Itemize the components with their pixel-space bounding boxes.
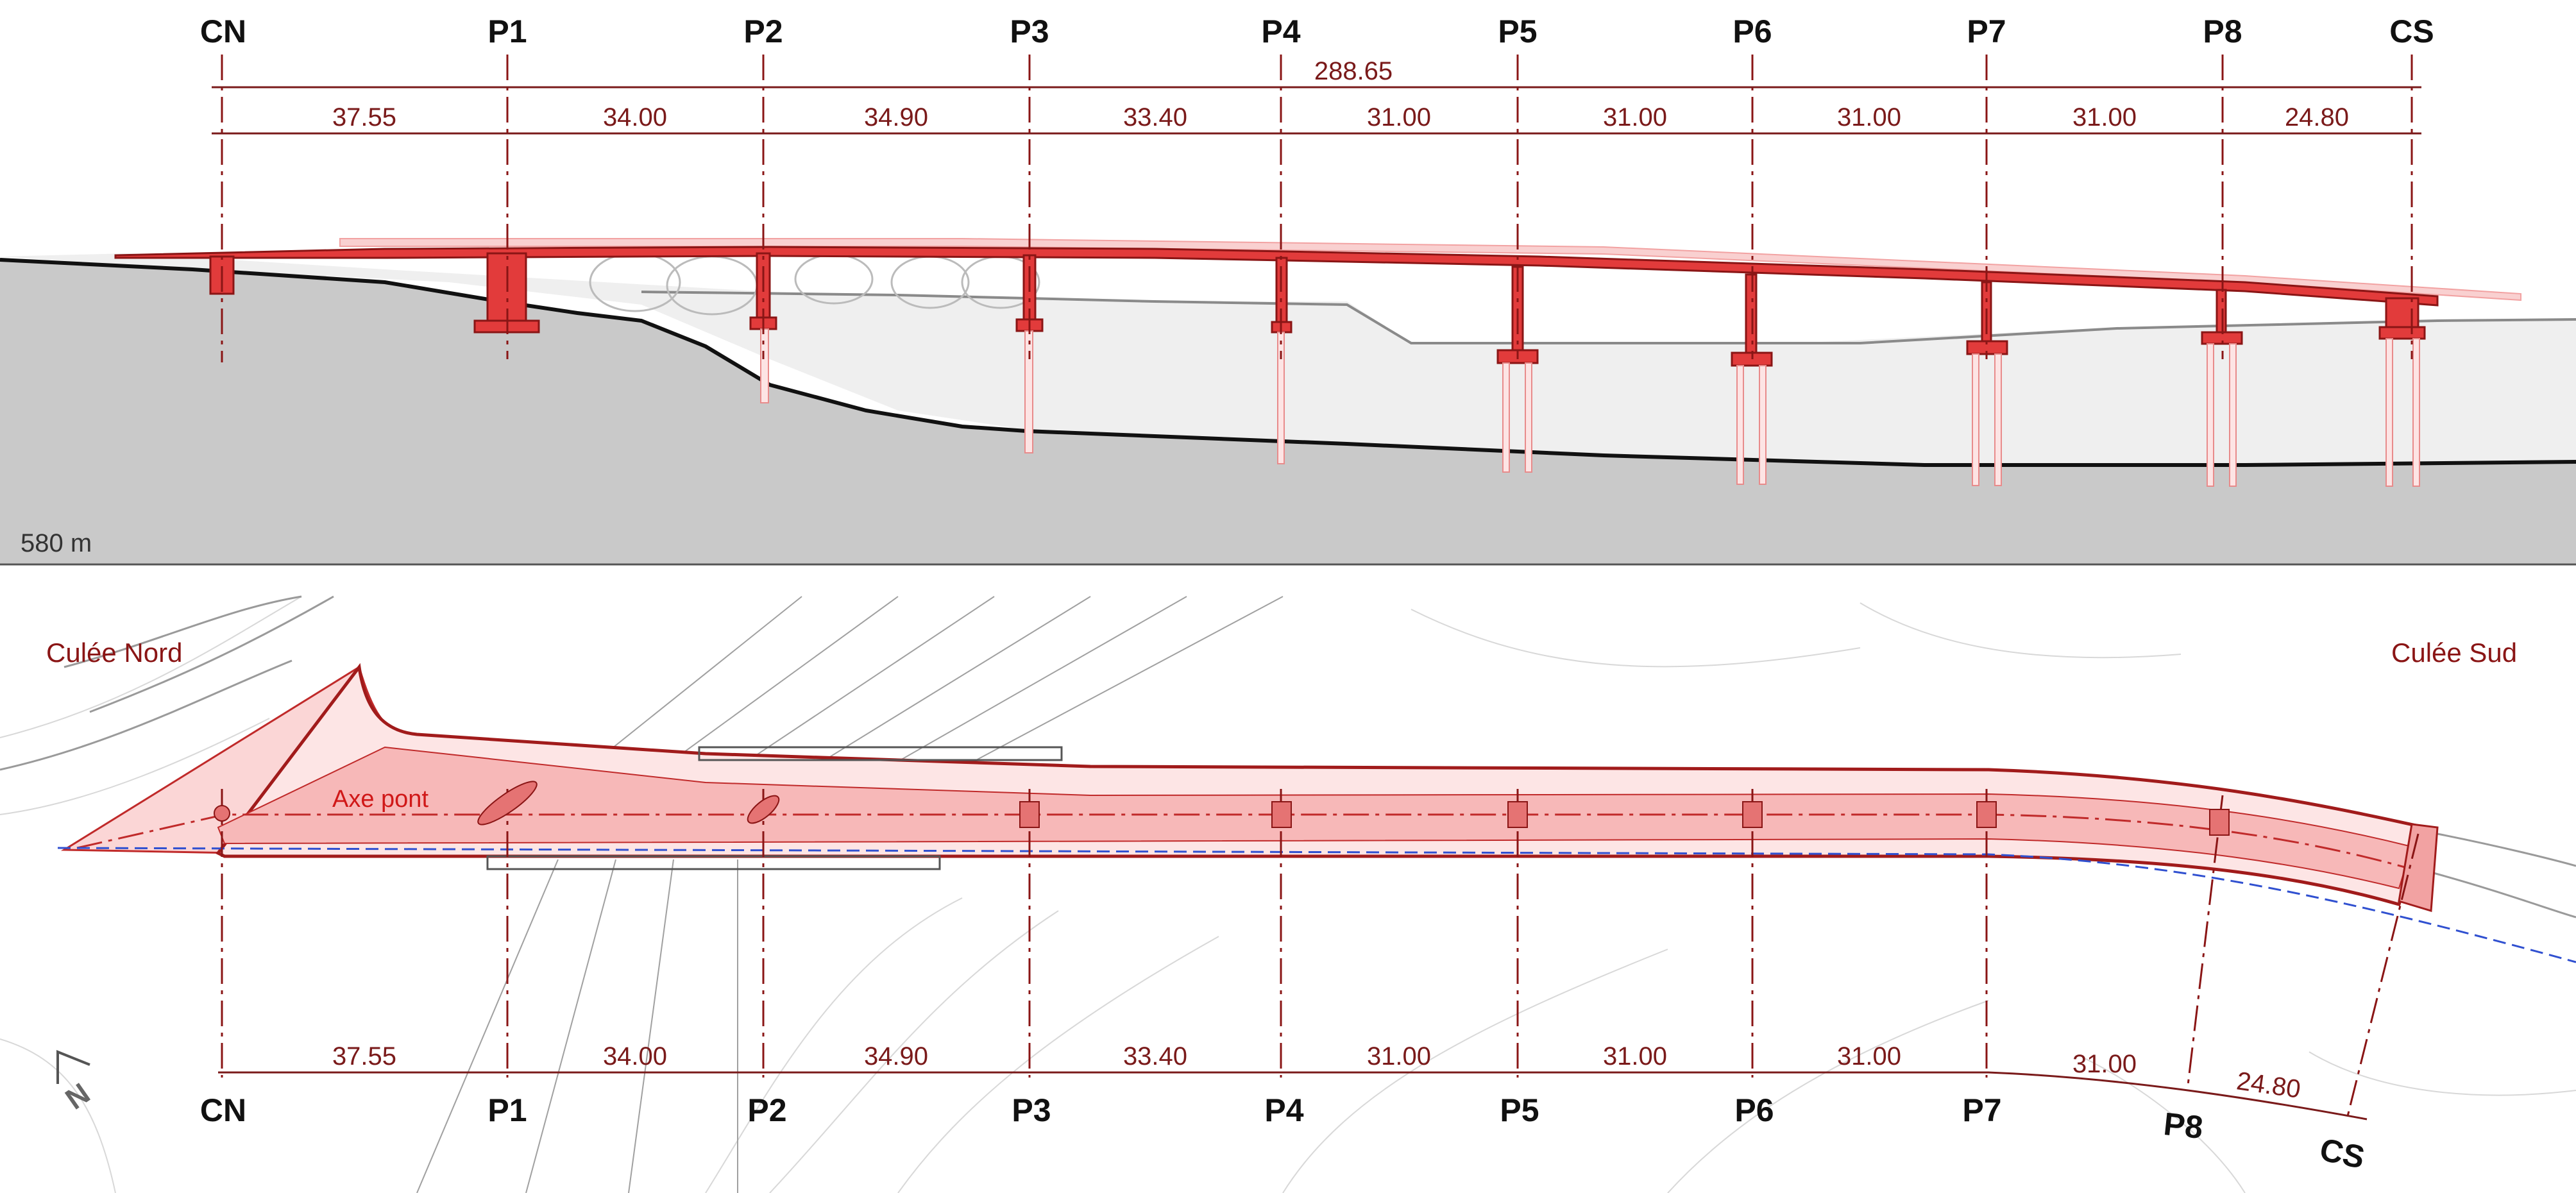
secondary-ground-line bbox=[641, 291, 2576, 344]
north-label: N bbox=[59, 1076, 96, 1116]
span-label-3: 34.90 bbox=[864, 103, 928, 131]
terrain-profile-line bbox=[0, 258, 2576, 467]
support-label-p4: P4 bbox=[1261, 13, 1300, 49]
span-label-8: 31.00 bbox=[2072, 103, 2137, 131]
total-length-label: 288.65 bbox=[1314, 57, 1393, 85]
elevation-support-labels: CN P1 P2 P3 P4 P5 P6 P7 P8 CS bbox=[200, 13, 2434, 49]
support-label-cs: CS bbox=[2389, 13, 2434, 49]
culee-nord-label: Culée Nord bbox=[46, 638, 182, 668]
north-arrow: N bbox=[56, 1050, 96, 1116]
pier-p8 bbox=[2216, 289, 2227, 334]
plan-support-label-p4: P4 bbox=[1264, 1092, 1303, 1128]
pier-p6 bbox=[1745, 273, 1758, 354]
support-label-p2: P2 bbox=[743, 13, 783, 49]
abutment-cs bbox=[2385, 297, 2419, 328]
plan-span-label-5: 31.00 bbox=[1367, 1042, 1431, 1070]
plan-support-label-p7: P7 bbox=[1962, 1092, 2001, 1128]
plan-deck bbox=[216, 663, 2427, 907]
support-label-p8: P8 bbox=[2203, 13, 2242, 49]
span-label-5: 31.00 bbox=[1367, 103, 1431, 131]
span-label-1: 37.55 bbox=[332, 103, 396, 131]
elevation-axis-lines bbox=[221, 55, 2413, 362]
support-label-cn: CN bbox=[200, 13, 246, 49]
piles bbox=[760, 328, 2420, 487]
elevation-reference-label: 580 m bbox=[21, 529, 92, 557]
plan-axis-lines bbox=[221, 789, 2419, 1117]
plan-support-label-cn: CN bbox=[200, 1092, 246, 1128]
plan-support-label-p2: P2 bbox=[747, 1092, 786, 1128]
span-label-9: 24.80 bbox=[2285, 103, 2349, 131]
span-label-6: 31.00 bbox=[1603, 103, 1667, 131]
plan-dimension-line bbox=[218, 1071, 2368, 1121]
wall-north-upper bbox=[698, 746, 1063, 761]
support-label-p7: P7 bbox=[1967, 13, 2006, 49]
approach-road-south bbox=[2430, 833, 2576, 918]
elevation-dimension-lines bbox=[212, 86, 2421, 135]
survey-reference-line bbox=[57, 847, 2576, 963]
plan-support-label-p5: P5 bbox=[1500, 1092, 1539, 1128]
axe-pont-label: Axe pont bbox=[332, 786, 428, 813]
plan-span-label-6: 31.00 bbox=[1603, 1042, 1667, 1070]
abutment-cs-footing bbox=[2378, 326, 2426, 340]
elevation-span-labels: 37.55 34.00 34.90 33.40 31.00 31.00 31.0… bbox=[332, 103, 2349, 131]
approach-road-north bbox=[0, 595, 334, 771]
span-label-2: 34.00 bbox=[603, 103, 667, 131]
plan-support-label-p1: P1 bbox=[487, 1092, 527, 1128]
support-label-p6: P6 bbox=[1733, 13, 1772, 49]
support-label-p3: P3 bbox=[1010, 13, 1049, 49]
plan-span-label-7: 31.00 bbox=[1837, 1042, 1901, 1070]
plan-span-label-8: 31.00 bbox=[2072, 1050, 2137, 1078]
span-label-7: 31.00 bbox=[1837, 103, 1901, 131]
wall-north-lower bbox=[486, 855, 941, 870]
terrain-ground bbox=[0, 260, 2576, 564]
plan-span-labels: 37.55 34.00 34.90 33.40 31.00 31.00 31.0… bbox=[332, 1042, 2302, 1104]
north-arrow-icon bbox=[56, 1050, 90, 1084]
elevation-view: CN P1 P2 P3 P4 P5 P6 P7 P8 CS 288.65 37.… bbox=[0, 13, 2576, 566]
plan-view: 37.55 34.00 34.90 33.40 31.00 31.00 31.0… bbox=[0, 595, 2576, 1193]
bridge-deck bbox=[114, 238, 2521, 307]
plan-support-labels: CN P1 P2 P3 P4 P5 P6 P7 P8 CS bbox=[200, 1092, 2368, 1176]
plan-span-label-4: 33.40 bbox=[1123, 1042, 1187, 1070]
plan-support-label-p6: P6 bbox=[1734, 1092, 1774, 1128]
contour-lines bbox=[0, 596, 2576, 1193]
south-abutment-wing bbox=[2398, 823, 2439, 912]
bridge-axis-line bbox=[76, 813, 2412, 870]
plan-span-label-1: 37.55 bbox=[332, 1042, 396, 1070]
support-label-p1: P1 bbox=[487, 13, 527, 49]
plan-span-label-2: 34.00 bbox=[603, 1042, 667, 1070]
terrain-light-zone bbox=[0, 253, 2576, 465]
span-label-4: 33.40 bbox=[1123, 103, 1187, 131]
plan-support-label-cs: CS bbox=[2317, 1131, 2368, 1176]
plan-pier-markers bbox=[214, 781, 2230, 836]
plan-support-label-p3: P3 bbox=[1012, 1092, 1051, 1128]
plan-span-label-3: 34.90 bbox=[864, 1042, 928, 1070]
support-label-p5: P5 bbox=[1498, 13, 1537, 49]
culee-sud-label: Culée Sud bbox=[2391, 638, 2517, 668]
plan-support-label-p8: P8 bbox=[2162, 1106, 2205, 1146]
